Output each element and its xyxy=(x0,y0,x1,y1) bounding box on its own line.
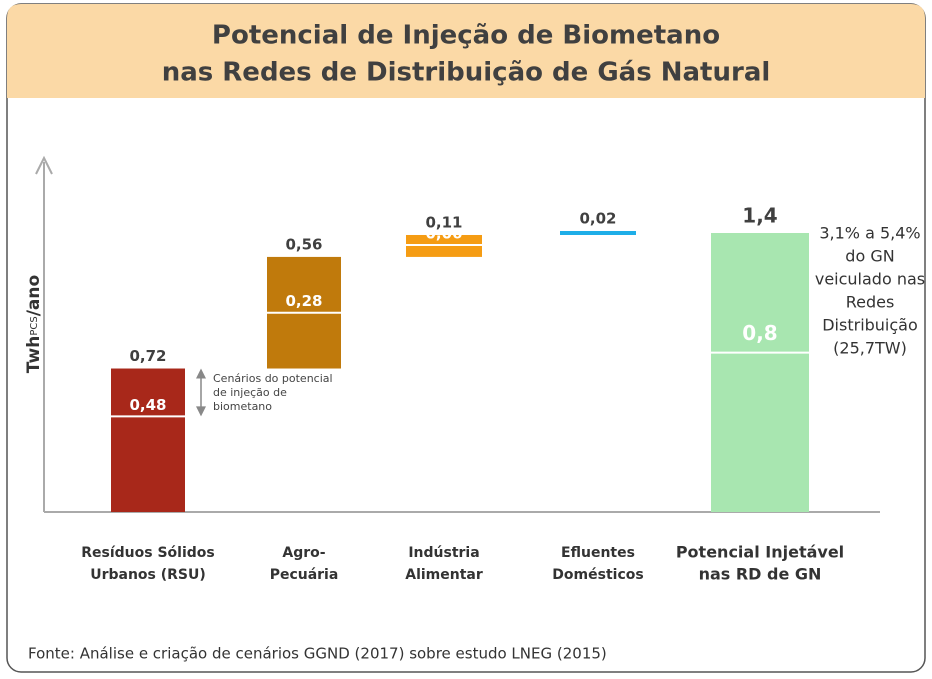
value-label: 0,56 xyxy=(285,235,322,253)
source: Fonte: Análise e criação de cenários GGN… xyxy=(28,645,607,663)
value-label: 1,4 xyxy=(742,204,777,228)
annotation: Cenários do potencial xyxy=(213,372,333,385)
side-note: Distribuição xyxy=(822,316,918,335)
y-axis-label: TwhPCS/ano xyxy=(24,275,44,373)
value-label: 0,02 xyxy=(579,210,616,228)
value-label: 0,72 xyxy=(129,347,166,365)
x-tick-label: Domésticos xyxy=(552,567,643,583)
inner-value-label: 0,06 xyxy=(425,224,462,242)
side-note: (25,7TW) xyxy=(833,339,907,358)
x-tick-label: nas RD de GN xyxy=(699,565,822,584)
inner-value-label: 0,48 xyxy=(129,396,166,414)
y-axis-arrow xyxy=(35,155,53,175)
annotation: de injeção de xyxy=(213,386,287,399)
header-band xyxy=(7,4,925,98)
x-tick-label: Resíduos Sólidos xyxy=(81,545,215,561)
value-label: 0,11 xyxy=(425,213,462,231)
bar xyxy=(111,368,185,512)
side-note: 3,1% a 5,4% xyxy=(819,224,920,243)
x-tick-label: Indústria xyxy=(408,545,479,561)
annotation-arrowhead xyxy=(196,368,206,417)
chart-title: nas Redes de Distribuição de Gás Natural xyxy=(162,58,771,88)
side-note: veiculado nas xyxy=(815,270,925,289)
side-note: Redes xyxy=(846,293,895,312)
x-tick-label: Agro- xyxy=(282,545,325,561)
x-tick-label: Pecuária xyxy=(270,567,339,583)
x-tick-label: Alimentar xyxy=(405,567,483,583)
bar xyxy=(560,231,636,235)
annotation: biometano xyxy=(213,400,272,413)
x-tick-label: Urbanos (RSU) xyxy=(90,567,206,583)
bar xyxy=(711,233,809,512)
x-tick-label: Potencial Injetável xyxy=(676,543,844,562)
x-tick-label: Efluentes xyxy=(561,545,635,561)
inner-value-label: 0,8 xyxy=(742,321,777,345)
chart-title: Potencial de Injeção de Biometano xyxy=(212,21,720,51)
side-note: do GN xyxy=(845,247,894,266)
inner-value-label: 0,28 xyxy=(285,292,322,310)
